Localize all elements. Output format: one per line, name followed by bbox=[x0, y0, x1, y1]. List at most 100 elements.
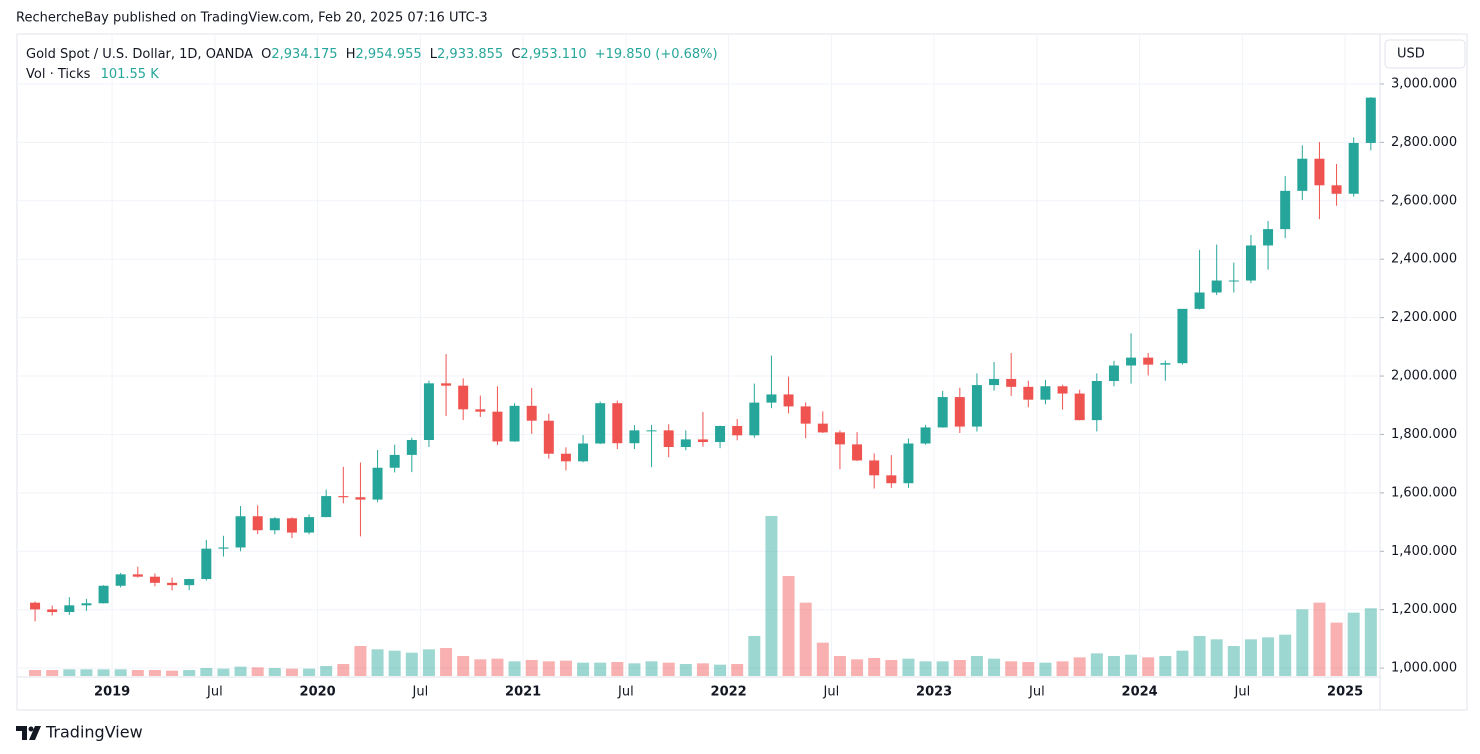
volume-name: Vol · Ticks bbox=[26, 67, 91, 82]
y-tick-label: 2,800.000 bbox=[1391, 135, 1457, 150]
candle-body bbox=[886, 475, 897, 484]
candle-body bbox=[1143, 357, 1154, 365]
x-tick-label: Jul bbox=[206, 685, 223, 700]
volume-bar bbox=[833, 656, 846, 676]
volume-value: 101.55 K bbox=[101, 67, 160, 82]
candle-body bbox=[1177, 308, 1188, 364]
volume-bar bbox=[1279, 634, 1292, 676]
candle-body bbox=[954, 397, 965, 427]
logo-icon bbox=[16, 726, 41, 740]
volume-bar bbox=[1244, 639, 1257, 676]
volume-bar bbox=[1005, 661, 1018, 676]
volume-bar bbox=[1262, 637, 1275, 676]
volume-bar bbox=[388, 650, 401, 676]
volume-bar bbox=[285, 668, 298, 676]
candle-body bbox=[1211, 280, 1222, 293]
candle-body bbox=[612, 403, 623, 444]
grid bbox=[17, 34, 1380, 676]
candle-body bbox=[1228, 280, 1239, 282]
volume-bar bbox=[474, 659, 487, 676]
volume-bar bbox=[97, 669, 110, 676]
volume-bar bbox=[542, 661, 555, 676]
open-value: 2,934.175 bbox=[271, 47, 337, 62]
volume-bar bbox=[508, 661, 521, 676]
volume-bar bbox=[1210, 639, 1223, 676]
candle-body bbox=[167, 582, 178, 586]
volume-bar bbox=[577, 662, 590, 676]
candle-body bbox=[1040, 386, 1051, 400]
candle-body bbox=[852, 444, 863, 461]
x-tick-label: 2024 bbox=[1122, 685, 1158, 700]
candle-body bbox=[1160, 363, 1171, 365]
y-tick-label: 1,800.000 bbox=[1391, 427, 1457, 442]
volume-bar bbox=[714, 664, 727, 676]
volume-bar bbox=[748, 636, 761, 676]
candle-body bbox=[64, 605, 75, 613]
volume-bar bbox=[1022, 662, 1035, 676]
volume-bar bbox=[1090, 653, 1103, 676]
volume-bar bbox=[594, 662, 607, 676]
volume-bar bbox=[422, 649, 435, 676]
volume-bar bbox=[1193, 636, 1206, 676]
x-tick-label: Jul bbox=[1028, 685, 1045, 700]
y-tick-label: 2,600.000 bbox=[1391, 193, 1457, 208]
candle-body bbox=[1245, 245, 1256, 281]
volume-bar bbox=[405, 652, 418, 676]
candle-body bbox=[869, 460, 880, 476]
publisher-line: RechercheBay published on TradingView.co… bbox=[16, 11, 488, 26]
volume-bar bbox=[868, 658, 881, 676]
l-key: L bbox=[430, 47, 438, 62]
candle-body bbox=[1348, 142, 1359, 194]
candle-body bbox=[903, 443, 914, 484]
candle-body bbox=[766, 394, 777, 403]
x-tick-label: Jul bbox=[412, 685, 429, 700]
candle-body bbox=[149, 576, 160, 583]
volume-bar bbox=[1125, 654, 1138, 676]
candle-body bbox=[800, 406, 811, 424]
candle-body bbox=[989, 378, 1000, 386]
c-key: C bbox=[511, 47, 520, 62]
volume-bar bbox=[217, 668, 230, 676]
volume-bar bbox=[1159, 656, 1172, 676]
volume-bar bbox=[29, 670, 42, 676]
x-tick-label: 2021 bbox=[505, 685, 541, 700]
candle-body bbox=[715, 425, 726, 443]
candle-body bbox=[629, 430, 640, 444]
candle-body bbox=[560, 453, 571, 462]
candle-body bbox=[971, 385, 982, 427]
candle-body bbox=[937, 397, 948, 428]
symbol: Gold Spot / U.S. Dollar, 1D, OANDA bbox=[26, 47, 253, 62]
candle-body bbox=[1280, 190, 1291, 230]
currency-label[interactable]: USD bbox=[1397, 47, 1425, 62]
currency-button[interactable] bbox=[1384, 39, 1466, 69]
candle-body bbox=[475, 409, 486, 412]
candle-body bbox=[663, 430, 674, 448]
y-tick-label: 1,400.000 bbox=[1391, 544, 1457, 559]
candle-body bbox=[1108, 365, 1119, 381]
x-tick-label: 2019 bbox=[94, 685, 130, 700]
volume-bar bbox=[816, 642, 829, 676]
volume-bar bbox=[662, 662, 675, 676]
candle-body bbox=[81, 603, 92, 606]
candle-body bbox=[1091, 380, 1102, 421]
candle-body bbox=[201, 548, 212, 580]
candle-body bbox=[389, 454, 400, 468]
volume-bar bbox=[457, 656, 470, 676]
volume-bar bbox=[234, 666, 247, 676]
candle-body bbox=[406, 439, 417, 455]
volume-bar bbox=[183, 670, 196, 676]
x-tick-label: Jul bbox=[617, 685, 634, 700]
candle-body bbox=[235, 516, 246, 548]
volume-bar bbox=[1107, 656, 1120, 676]
volume-bar bbox=[782, 576, 795, 676]
legend-line: Gold Spot / U.S. Dollar, 1D, OANDA O2,93… bbox=[26, 47, 718, 62]
candle-body bbox=[1365, 97, 1376, 143]
h-key: H bbox=[346, 47, 356, 62]
candle-body bbox=[98, 585, 109, 604]
candles bbox=[30, 97, 1376, 622]
volume-bar bbox=[1296, 609, 1309, 676]
volume-legend: Vol · Ticks 101.55 K bbox=[26, 67, 159, 82]
volume-bar bbox=[885, 660, 898, 676]
candle-body bbox=[920, 427, 931, 444]
